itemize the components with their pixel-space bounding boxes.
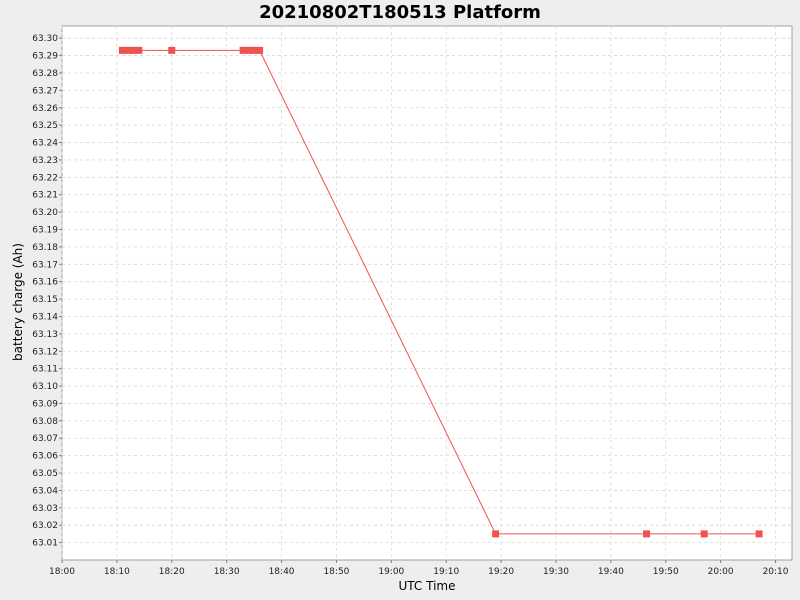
- data-point: [239, 46, 247, 54]
- y-tick-label: 63.24: [32, 139, 58, 149]
- y-tick-label: 63.09: [32, 399, 58, 409]
- y-tick-label: 63.30: [32, 34, 58, 44]
- y-tick-label: 63.03: [32, 504, 58, 514]
- series-layer: [118, 46, 763, 538]
- y-axis-label: battery charge (Ah): [11, 243, 25, 361]
- y-tick-label: 63.04: [32, 486, 58, 496]
- y-tick-label: 63.02: [32, 521, 58, 531]
- x-tick-label: 18:20: [159, 567, 185, 577]
- y-tick-label: 63.20: [32, 208, 58, 218]
- data-point: [256, 46, 264, 54]
- y-tick-label: 63.19: [32, 226, 58, 236]
- data-point: [118, 46, 126, 54]
- y-tick-label: 63.15: [32, 295, 58, 305]
- data-point: [700, 530, 708, 538]
- y-tick-label: 63.10: [32, 382, 58, 392]
- y-tick-label: 63.11: [32, 365, 58, 375]
- x-tick-label: 19:10: [433, 567, 459, 577]
- y-tick-label: 63.08: [32, 417, 58, 427]
- x-axis-ticks: 18:00 18:10 18:20 18:30 18:40 18:50 19:00 19:10…: [49, 560, 789, 577]
- data-point: [135, 46, 143, 54]
- x-tick-label: 19:50: [653, 567, 679, 577]
- y-tick-label: 63.23: [32, 156, 58, 166]
- data-point: [129, 46, 137, 54]
- data-point: [245, 46, 253, 54]
- x-tick-label: 18:30: [214, 567, 240, 577]
- y-tick-label: 63.13: [32, 330, 58, 340]
- y-tick-label: 63.27: [32, 86, 58, 96]
- y-tick-label: 63.28: [32, 69, 58, 79]
- y-tick-label: 63.29: [32, 52, 58, 62]
- y-tick-label: 63.21: [32, 191, 58, 201]
- x-tick-label: 20:10: [763, 567, 789, 577]
- x-tick-label: 19:20: [488, 567, 514, 577]
- plot-area: [61, 25, 793, 561]
- y-tick-label: 63.17: [32, 260, 58, 270]
- data-point: [124, 46, 132, 54]
- x-tick-label: 18:00: [49, 567, 75, 577]
- y-tick-label: 63.06: [32, 452, 58, 462]
- y-tick-label: 63.26: [32, 104, 58, 114]
- x-tick-label: 18:50: [323, 567, 349, 577]
- x-tick-label: 20:00: [708, 567, 734, 577]
- y-tick-label: 63.12: [32, 347, 58, 357]
- data-point: [755, 530, 763, 538]
- y-tick-label: 63.22: [32, 173, 58, 183]
- data-point: [492, 530, 500, 538]
- x-axis-label: UTC Time: [399, 579, 456, 593]
- y-tick-label: 63.16: [32, 278, 58, 288]
- x-tick-label: 19:40: [598, 567, 624, 577]
- x-tick-label: 18:40: [269, 567, 295, 577]
- y-axis-ticks: 63.01 63.02 63.03 63.04 63.05 63.06 63.07 63.08…: [32, 34, 62, 549]
- y-tick-label: 63.05: [32, 469, 58, 479]
- y-tick-label: 63.01: [32, 539, 58, 549]
- data-point: [250, 46, 258, 54]
- y-tick-label: 63.07: [32, 434, 58, 444]
- y-tick-label: 63.14: [32, 312, 58, 322]
- chart-title: 20210802T180513 Platform: [259, 2, 541, 23]
- data-point: [168, 46, 176, 54]
- x-tick-label: 18:10: [104, 567, 130, 577]
- x-tick-label: 19:30: [543, 567, 569, 577]
- grid-lines: [61, 26, 792, 560]
- data-point: [643, 530, 651, 538]
- y-tick-label: 63.18: [32, 243, 58, 253]
- y-tick-label: 63.25: [32, 121, 58, 131]
- x-tick-label: 19:00: [378, 567, 404, 577]
